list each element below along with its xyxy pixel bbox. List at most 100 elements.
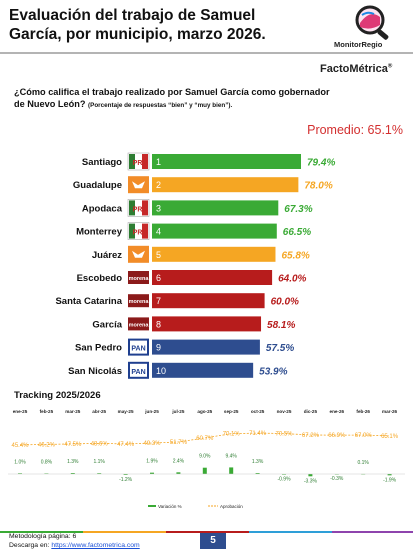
approval-label: 67.0% bbox=[355, 433, 373, 439]
methodology-note: Metodología página: 6 bbox=[9, 533, 77, 540]
variation-label: -0.9% bbox=[277, 477, 291, 483]
approval-label: 47.4% bbox=[117, 442, 135, 448]
rank-label: 5 bbox=[156, 250, 161, 260]
svg-text:morena: morena bbox=[129, 299, 150, 305]
magnifier-icon bbox=[355, 5, 389, 40]
rank-label: 2 bbox=[156, 180, 161, 190]
svg-text:PRI: PRI bbox=[133, 230, 145, 237]
party-logo-morena-icon: morena bbox=[128, 271, 149, 284]
variation-bar bbox=[123, 474, 128, 475]
month-label: feb-25 bbox=[40, 409, 54, 414]
month-label: ago-25 bbox=[197, 409, 212, 414]
value-label: 79.4% bbox=[307, 158, 335, 169]
tracking-chart: ene-25 feb-25 mar-25 abr-25 may-25 jun-25 jul-… bbox=[0, 405, 413, 520]
approval-label: 47.5% bbox=[64, 442, 82, 448]
svg-text:PAN: PAN bbox=[131, 346, 145, 353]
variation-bar bbox=[150, 472, 154, 474]
factometrica-wordmark: FactoMétrica® bbox=[320, 63, 393, 75]
variation-label: 9.4% bbox=[225, 453, 237, 459]
survey-question: ¿Cómo califica el trabajo realizado por … bbox=[14, 87, 330, 109]
value-label: 65.8% bbox=[281, 250, 309, 261]
variation-label: -1.2% bbox=[119, 477, 133, 483]
variation-label: 1.1% bbox=[93, 459, 105, 465]
svg-text:morena: morena bbox=[129, 322, 150, 328]
month-label: dic-25 bbox=[304, 409, 318, 414]
bar-2 bbox=[152, 177, 299, 193]
tracking-chart-svg: ene-25 feb-25 mar-25 abr-25 may-25 jun-25 jul-… bbox=[8, 409, 405, 509]
variation-label: 1.3% bbox=[252, 459, 264, 465]
variation-label: -1.9% bbox=[383, 477, 397, 483]
svg-text:PAN: PAN bbox=[131, 369, 145, 376]
variation-label: 1.9% bbox=[146, 459, 158, 465]
approval-label: 70.1% bbox=[223, 432, 241, 438]
variation-bar bbox=[70, 473, 75, 474]
value-label: 57.5% bbox=[266, 343, 294, 354]
approval-label: 71.4% bbox=[249, 431, 267, 437]
variation-label: -0.3% bbox=[330, 476, 344, 482]
download-note: Descarga en: https://www.factometrica.co… bbox=[9, 542, 140, 549]
approval-line bbox=[19, 432, 390, 446]
month-label: ene-26 bbox=[330, 409, 345, 414]
approval-label: 70.5% bbox=[275, 432, 293, 438]
approval-label: 45.4% bbox=[11, 443, 29, 449]
month-label: ene-25 bbox=[13, 409, 28, 414]
month-label: sep-25 bbox=[224, 409, 239, 414]
variation-label: 9.0% bbox=[199, 454, 211, 460]
variation-label: -3.3% bbox=[304, 478, 318, 484]
value-label: 58.1% bbox=[267, 320, 295, 331]
monitorregio-logo-icon bbox=[355, 5, 389, 40]
party-logo-pri-icon: PRI bbox=[127, 199, 150, 217]
variation-bar bbox=[255, 473, 260, 474]
party-logo-morena-icon: morena bbox=[128, 294, 150, 308]
page-title: Evaluación del trabajo de Samuel García,… bbox=[9, 7, 266, 43]
bar-chart-svg: Santiago PRI 1 79.4% Guadalupe 2 78.0% Apodaca P… bbox=[55, 152, 335, 379]
approval-label: 51.7% bbox=[170, 440, 188, 446]
variation-label: 1.0% bbox=[14, 459, 26, 465]
municipality-label: Santiago bbox=[82, 157, 122, 168]
rank-label: 7 bbox=[156, 296, 161, 306]
rank-label: 10 bbox=[156, 366, 166, 376]
month-label: jun-25 bbox=[144, 409, 159, 414]
approval-label: 65.1% bbox=[381, 434, 399, 440]
municipality-label: Juárez bbox=[92, 250, 122, 261]
bar-10 bbox=[152, 362, 254, 378]
municipality-label: Monterrey bbox=[76, 227, 123, 238]
approval-label: 49.3% bbox=[143, 441, 161, 447]
variation-bar bbox=[18, 473, 22, 474]
municipality-label: Apodaca bbox=[82, 203, 123, 214]
value-label: 64.0% bbox=[278, 274, 306, 285]
month-label: nov-25 bbox=[277, 409, 292, 414]
approval-label: 66.9% bbox=[328, 433, 346, 439]
variation-label: 2.4% bbox=[173, 458, 185, 464]
rank-label: 6 bbox=[156, 273, 161, 283]
svg-text:morena: morena bbox=[129, 276, 150, 282]
municipality-label: Santa Catarina bbox=[55, 296, 122, 307]
municipality-label: Guadalupe bbox=[73, 180, 122, 191]
month-label: oct-25 bbox=[251, 409, 265, 414]
variation-bar bbox=[44, 473, 49, 474]
municipality-label: García bbox=[92, 319, 122, 330]
party-logo-morena-icon: morena bbox=[128, 317, 150, 331]
party-logo-pri-icon: PRI bbox=[127, 152, 150, 171]
variation-label: 0.1% bbox=[357, 460, 369, 466]
municipality-label: San Pedro bbox=[75, 343, 122, 354]
footer bbox=[0, 531, 413, 551]
page-number: 5 bbox=[200, 533, 226, 549]
party-logo-pan-icon: PAN bbox=[128, 338, 149, 356]
rank-label: 8 bbox=[156, 319, 161, 329]
rank-label: 1 bbox=[156, 157, 161, 167]
rank-label: 4 bbox=[156, 227, 161, 237]
value-label: 66.5% bbox=[283, 227, 311, 238]
value-label: 67.3% bbox=[284, 204, 312, 215]
download-link[interactable]: https://www.factometrica.com bbox=[51, 542, 140, 549]
bar-3 bbox=[152, 200, 279, 216]
municipality-label: Escobedo bbox=[77, 273, 123, 284]
title-divider bbox=[0, 52, 413, 54]
variation-bar bbox=[387, 474, 392, 476]
bar-5 bbox=[152, 246, 276, 262]
bar-1 bbox=[152, 154, 301, 169]
rank-label: 3 bbox=[156, 203, 161, 213]
party-logo-mc-icon bbox=[128, 176, 149, 194]
month-label: jul-25 bbox=[171, 409, 184, 414]
tracking-legend: Variación % Aprobación bbox=[148, 504, 243, 509]
